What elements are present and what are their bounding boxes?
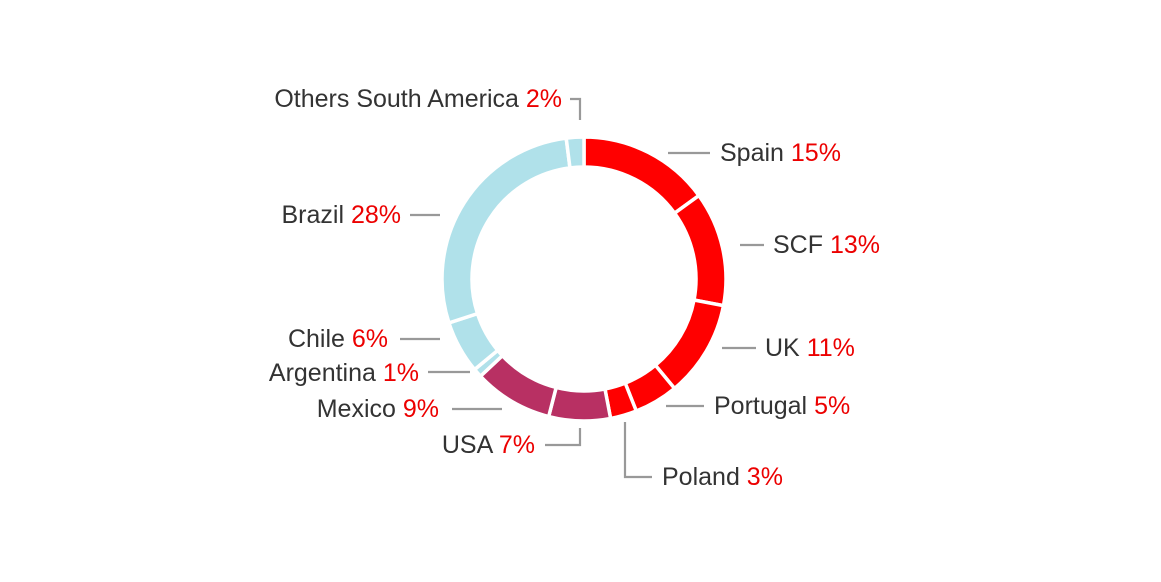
slice-spain <box>582 135 702 216</box>
label-percent-mexico: 9% <box>403 395 439 423</box>
label-percent-poland: 3% <box>747 463 783 491</box>
label-scf: SCF 13% <box>773 231 880 259</box>
label-percent-scf: 13% <box>830 231 880 259</box>
label-name-spain: Spain <box>720 139 791 167</box>
label-spain: Spain 15% <box>720 139 841 167</box>
label-name-uk: UK <box>765 334 807 362</box>
label-percent-usa: 7% <box>499 431 535 459</box>
label-name-chile: Chile <box>288 325 352 353</box>
leader-lines <box>400 97 764 479</box>
label-name-others-south-america: Others South America <box>274 85 526 113</box>
slice-usa <box>546 385 613 423</box>
label-name-brazil: Brazil <box>281 201 350 229</box>
leader-line-usa <box>545 428 582 447</box>
label-argentina: Argentina 1% <box>269 359 419 387</box>
label-percent-brazil: 28% <box>351 201 401 229</box>
label-percent-portugal: 5% <box>814 392 850 420</box>
label-name-mexico: Mexico <box>317 395 403 423</box>
donut-slices <box>440 135 728 423</box>
slice-scf <box>672 193 728 308</box>
label-name-scf: SCF <box>773 231 830 259</box>
label-percent-chile: 6% <box>352 325 388 353</box>
label-name-usa: USA <box>442 431 499 459</box>
slice-labels: Spain 15% SCF 13% UK 11% Portugal 5% Poland … <box>269 85 880 491</box>
label-chile: Chile 6% <box>288 325 388 353</box>
slice-others-south-america <box>564 135 586 170</box>
label-usa: USA 7% <box>442 431 535 459</box>
label-percent-uk: 11% <box>807 334 855 362</box>
leader-line-poland <box>623 422 652 479</box>
label-percent-others-south-america: 2% <box>526 85 562 113</box>
label-name-argentina: Argentina <box>269 359 383 387</box>
leader-line-others-south-america <box>570 97 582 120</box>
label-others-south-america: Others South America 2% <box>274 85 562 113</box>
label-percent-argentina: 1% <box>383 359 419 387</box>
label-mexico: Mexico 9% <box>317 395 439 423</box>
label-name-portugal: Portugal <box>714 392 814 420</box>
label-poland: Poland 3% <box>662 463 783 491</box>
slice-brazil <box>440 136 572 326</box>
label-portugal: Portugal 5% <box>714 392 850 420</box>
label-name-poland: Poland <box>662 463 747 491</box>
label-uk: UK 11% <box>765 334 855 362</box>
label-brazil: Brazil 28% <box>281 201 401 229</box>
label-percent-spain: 15% <box>791 139 841 167</box>
